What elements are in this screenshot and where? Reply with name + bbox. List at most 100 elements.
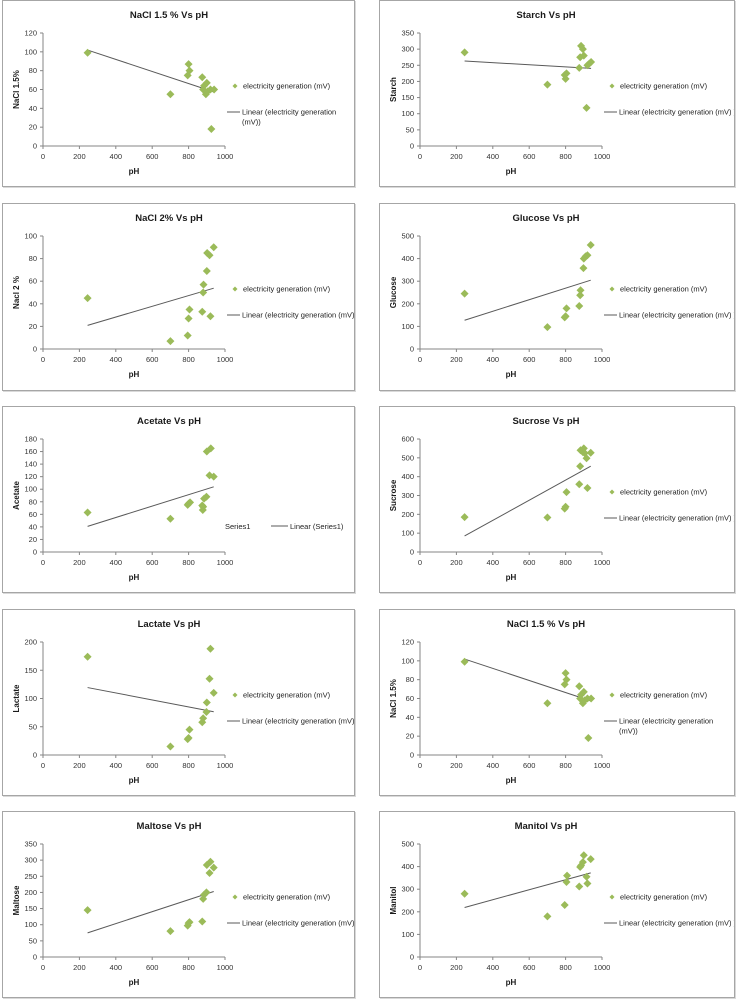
data-point [184,60,193,69]
y-tick-label: 80 [29,497,37,506]
y-tick-label: 180 [24,435,37,444]
x-tick-label: 0 [41,963,45,972]
y-tick-label: 60 [29,277,37,286]
x-tick-label: 0 [41,152,45,161]
x-tick-label: 200 [450,152,463,161]
data-point [185,725,194,734]
data-point [184,734,193,743]
legend-label-trendline: Linear (Series1) [290,522,344,531]
legend-marker-swatch [609,83,615,89]
data-point [579,851,588,860]
y-axis-label: NaCl 1.5% [12,70,21,109]
y-tick-label: 20 [29,535,37,544]
chart-panel-acetate: Acetate Vs pH 0 20 40 60 80 100 120 140 160 180 0 20… [2,406,355,593]
data-point [460,889,469,898]
x-tick-label: 0 [418,355,422,364]
y-tick-label: 400 [401,862,414,871]
y-tick-label: 100 [401,930,414,939]
data-point [586,241,595,250]
data-point [561,74,570,83]
data-point [576,53,585,62]
data-point [561,669,570,678]
y-tick-label: 150 [24,904,37,913]
data-point [83,508,92,517]
y-tick-label: 500 [401,840,414,849]
data-point [185,918,194,927]
data-point [579,264,588,273]
chart-panel-nacl2: NaCl 2% Vs pH 0 20 40 60 80 100 0 200 400 600 800 10… [2,203,355,391]
legend-label-series: electricity generation (mV) [620,691,708,700]
data-point [83,652,92,661]
data-point [580,449,589,458]
legend-label-series: electricity generation (mV) [620,285,708,294]
data-point [583,251,592,260]
legend-label-trendline: Linear (electricity generation (mV) ) [619,514,734,523]
chart-title: NaCl 2% Vs pH [135,213,203,224]
x-tick-label: 400 [110,558,123,567]
x-tick-label: 200 [450,761,463,770]
legend-label-series: Series1 [225,522,250,531]
x-axis-label: pH [506,978,517,987]
legend-label-series: electricity generation (mV) [243,285,331,294]
y-tick-label: 60 [29,85,37,94]
chart-title: Starch Vs pH [516,10,575,21]
data-point [202,888,211,897]
data-point [166,337,175,346]
x-tick-label: 800 [559,355,572,364]
x-tick-label: 0 [41,761,45,770]
data-point [83,294,92,303]
data-point [202,698,211,707]
y-tick-label: 0 [410,548,414,557]
legend-label-series: electricity generation (mV) [620,893,708,902]
data-point [209,472,218,481]
x-axis-label: pH [129,370,140,379]
trendline [87,891,214,934]
data-point [580,696,589,705]
y-tick-label: 200 [24,888,37,897]
y-tick-label: 100 [24,232,37,241]
y-tick-label: 300 [401,491,414,500]
data-point [543,699,552,708]
data-point [210,85,219,94]
data-point [575,882,584,891]
y-tick-label: 160 [24,447,37,456]
y-tick-label: 250 [24,872,37,881]
y-tick-label: 60 [29,510,37,519]
data-point [202,708,211,717]
y-tick-label: 100 [24,694,37,703]
y-tick-label: 50 [29,722,37,731]
chart-panel-manitol: Manitol Vs pH 0 100 200 300 400 500 0 200 400 600 8… [379,811,735,998]
y-tick-label: 60 [406,694,414,703]
trendline [87,49,215,93]
y-tick-label: 500 [401,232,414,241]
y-tick-label: 0 [410,142,414,151]
data-point [578,45,587,54]
data-point [199,288,208,297]
data-point [579,687,588,696]
data-point [543,912,552,921]
data-point [206,312,215,321]
data-point [583,879,592,888]
x-tick-label: 600 [523,152,536,161]
y-tick-label: 20 [406,732,414,741]
data-point [562,69,571,78]
legend-marker-swatch [609,489,615,495]
data-point [209,688,218,697]
x-tick-label: 1000 [594,152,611,161]
trendline [464,279,591,321]
y-axis-label: Acetate [12,481,21,510]
x-tick-label: 800 [182,963,195,972]
data-point [577,861,586,870]
y-tick-label: 500 [401,453,414,462]
data-point [186,498,195,507]
y-tick-label: 0 [410,953,414,962]
y-tick-label: 300 [401,885,414,894]
data-point [543,323,552,332]
x-tick-label: 600 [523,761,536,770]
y-tick-label: 120 [401,638,414,647]
y-tick-label: 200 [24,638,37,647]
x-tick-label: 0 [41,355,45,364]
data-point [576,694,585,703]
x-tick-label: 200 [450,963,463,972]
y-axis-label: Nacl 2 % [12,276,21,309]
